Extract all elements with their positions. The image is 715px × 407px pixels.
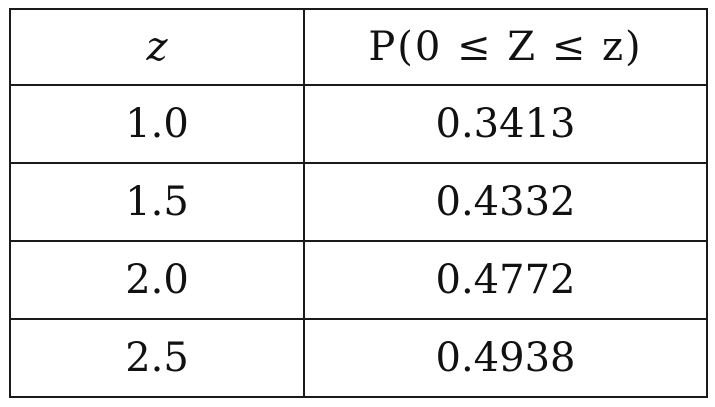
table-header-row: z P(0 ≤ Z ≤ z) [9, 8, 708, 86]
table-row: 1.5 0.4332 [9, 162, 708, 242]
cell-probability: 0.4332 [303, 162, 708, 242]
header-probability: P(0 ≤ Z ≤ z) [303, 8, 708, 86]
cell-z: 2.0 [9, 240, 305, 320]
z-probability-table: z P(0 ≤ Z ≤ z) 1.0 0.3413 1.5 0.4332 2.0… [9, 8, 708, 398]
cell-z: 1.5 [9, 162, 305, 242]
cell-probability: 0.3413 [303, 84, 708, 164]
header-z: z [9, 8, 305, 86]
table-row: 2.5 0.4938 [9, 318, 708, 398]
cell-z: 1.0 [9, 84, 305, 164]
table-row: 1.0 0.3413 [9, 84, 708, 164]
cell-probability: 0.4938 [303, 318, 708, 398]
cell-z: 2.5 [9, 318, 305, 398]
cell-probability: 0.4772 [303, 240, 708, 320]
table-row: 2.0 0.4772 [9, 240, 708, 320]
